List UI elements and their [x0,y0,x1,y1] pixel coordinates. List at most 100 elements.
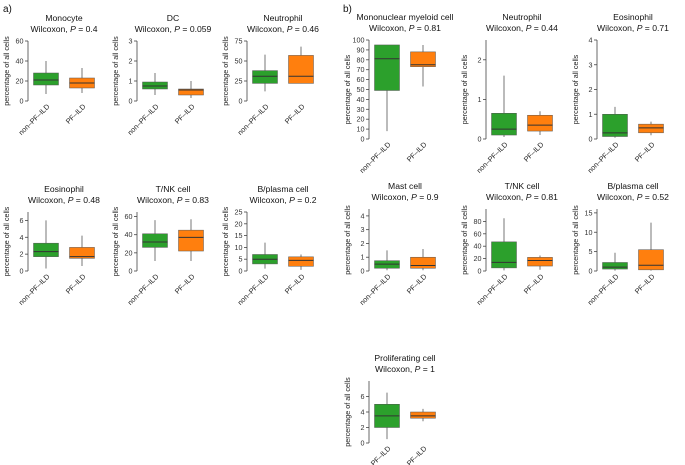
plot-pvalue: Wilcoxon, P = 0.46 [247,24,319,34]
y-tick-label: 50 [235,57,243,66]
plot-title: Neutrophil [263,13,302,23]
x-tick-label: PF–ILD [633,272,657,296]
p-value: = 0.83 [182,195,209,205]
y-tick-label: 1 [129,77,133,86]
box-non-pf-ild [374,250,400,271]
x-tick-label: PF–ILD [283,102,307,126]
box-body [178,88,204,96]
box-body [69,247,95,259]
y-tick-label: 0 [589,135,593,144]
x-tick-label: PF–ILD [405,444,429,465]
y-tick-label: 20 [235,219,243,228]
box-body [410,411,436,419]
y-tick-label: 2 [129,57,133,66]
y-tick-label: 25 [235,77,243,86]
x-tick-label: non–PF–ILD [17,272,52,307]
box-pf-ild [410,248,436,271]
y-tick-label: 1 [589,110,593,119]
plot-pvalue: Wilcoxon, P = 1 [375,364,435,374]
box-body [374,44,400,91]
y-tick-label: 2 [361,239,365,248]
box-non-pf-ild [33,61,59,94]
y-axis-label: percentage of all cells [221,206,230,276]
box-pf-ild [288,46,314,84]
box-body [288,256,314,267]
p-value: = 1 [420,364,435,374]
x-tick-label: PF–ILD [173,102,197,126]
y-tick-label: 60 [16,37,24,46]
x-tick-label: PF–ILD [283,272,307,296]
box-body [602,262,628,270]
p-symbol: P [526,23,532,33]
y-tick-label: 20 [16,77,24,86]
test-name: Wilcoxon, [486,192,526,202]
plot-pvalue: Wilcoxon, P = 0.52 [597,192,669,202]
y-tick-label: 20 [474,254,482,263]
p-symbol: P [287,24,293,34]
y-tick-label: 70 [357,65,365,74]
x-tick-label: non–PF–ILD [358,140,393,175]
y-tick-label: 40 [16,57,24,66]
box-pf-ild [288,254,314,270]
box-non-pf-ild [602,252,628,271]
box-body [491,113,517,136]
box-non-pf-ild [252,242,278,269]
y-tick-label: 10 [357,125,365,134]
x-tick-label: non–PF–ILD [475,140,510,175]
y-tick-label: 40 [474,242,482,251]
test-name: Wilcoxon, [369,23,409,33]
test-name: Wilcoxon, [249,195,289,205]
p-symbol: P [637,192,643,202]
p-value: = 0.9 [417,192,439,202]
y-tick-label: 60 [474,229,482,238]
y-tick-label: 2 [478,55,482,64]
y-tick-label: 1 [478,95,482,104]
y-tick-label: 10 [585,228,593,237]
y-tick-label: 3 [361,225,365,234]
p-value: = 0.48 [73,195,100,205]
p-symbol: P [526,192,532,202]
y-axis-label: percentage of all cells [343,54,352,124]
y-tick-label: 0 [239,97,243,106]
x-tick-label: non–PF–ILD [126,102,161,137]
box-non-pf-ild [33,220,59,269]
plot-pvalue: Wilcoxon, P = 0.81 [369,23,441,33]
y-tick-label: 0 [478,267,482,276]
box-body [638,249,664,271]
test-name: Wilcoxon, [247,24,287,34]
test-name: Wilcoxon, [30,24,70,34]
plot-title: T/NK cell [156,184,191,194]
y-tick-label: 4 [589,36,593,45]
x-tick-label: PF–ILD [64,272,88,296]
test-name: Wilcoxon, [597,192,637,202]
y-axis-label: percentage of all cells [571,54,580,124]
box-non-pf-ild [374,44,400,132]
box-non-pf-ild [602,106,628,138]
y-tick-label: 60 [125,212,133,221]
test-name: Wilcoxon, [137,195,177,205]
p-symbol: P [415,364,421,374]
y-tick-label: 0 [361,267,365,276]
x-tick-label: PF–ILD [173,272,197,296]
plot-title: Mast cell [388,181,422,191]
y-tick-label: 100 [353,36,365,45]
plot-pvalue: Wilcoxon, P = 0.059 [135,24,212,34]
x-tick-label: non–PF–ILD [236,102,271,137]
y-tick-label: 0 [478,135,482,144]
y-axis-label: percentage of all cells [111,36,120,106]
x-tick-label: non–PF–ILD [236,272,271,307]
y-tick-label: 4 [361,408,365,417]
y-axis-label: percentage of all cells [2,36,11,106]
plot-title: B/plasma cell [257,184,308,194]
y-tick-label: 40 [125,230,133,239]
box-pf-ild [410,408,436,422]
x-tick-label: PF–ILD [405,272,429,296]
y-axis-label: percentage of all cells [460,54,469,124]
box-body [491,241,517,269]
